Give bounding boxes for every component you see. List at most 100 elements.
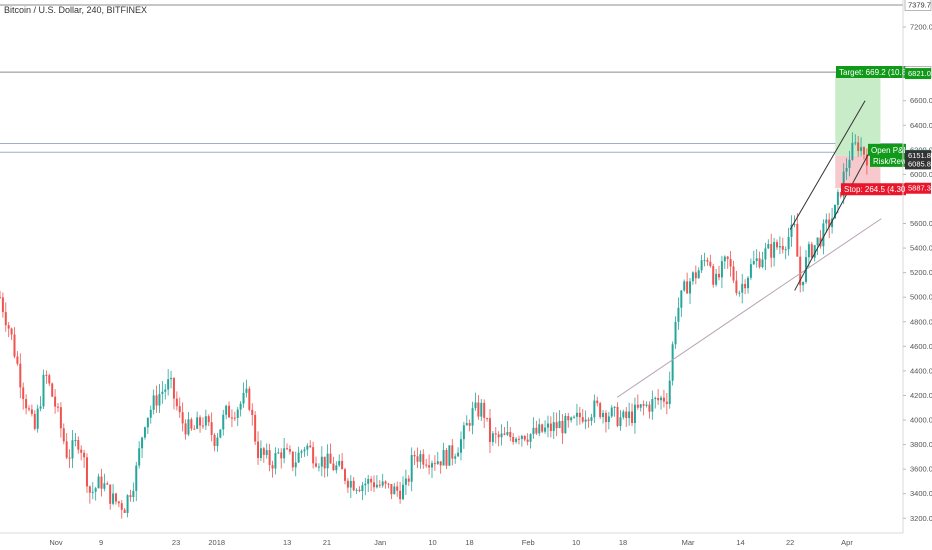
candle-body	[367, 478, 370, 484]
candle-body	[512, 436, 515, 442]
price-tag: 7379.7	[904, 0, 932, 11]
x-tick-label: 10	[572, 538, 580, 547]
candle-body	[648, 404, 651, 412]
candle-body	[7, 325, 10, 329]
candle-body	[401, 484, 404, 500]
candle-body	[755, 258, 758, 262]
candle-body	[193, 428, 196, 430]
candle-body	[796, 223, 799, 257]
candle-body	[520, 435, 523, 439]
candle-body	[393, 486, 396, 495]
x-tick-label: 9	[99, 538, 103, 547]
candle-body	[355, 489, 358, 491]
candle-body	[251, 409, 254, 415]
candle-body	[764, 248, 767, 260]
x-tick-label: Jan	[374, 538, 386, 547]
candle-body	[16, 356, 19, 364]
candle-body	[341, 460, 344, 470]
candle-body	[228, 405, 231, 418]
candle-body	[538, 424, 541, 434]
candle-body	[30, 409, 33, 414]
candle-body	[575, 412, 578, 417]
candle-body	[654, 398, 657, 400]
candle-body	[146, 417, 149, 428]
candle-body	[236, 409, 239, 418]
y-tick-label: 4000.0	[910, 416, 932, 425]
candle-body	[27, 408, 30, 410]
candle-body	[68, 457, 71, 459]
chart-title: Bitcoin / U.S. Dollar, 240, BITFINEX	[4, 5, 148, 15]
candle-body	[0, 297, 1, 299]
candle-body	[625, 411, 628, 419]
candle-body	[813, 245, 816, 258]
candle-body	[854, 142, 857, 144]
candle-body	[268, 450, 271, 466]
candle-body	[71, 440, 74, 459]
candle-body	[694, 272, 697, 279]
x-tick-label: 21	[323, 538, 331, 547]
x-tick-label: 18	[619, 538, 627, 547]
candle-body	[732, 266, 735, 281]
open-pnl-label: Open P&L	[868, 143, 908, 156]
y-tick-label: 3400.0	[910, 489, 932, 498]
candle-body	[839, 191, 842, 197]
y-tick-label: 3200.0	[910, 514, 932, 523]
candle-body	[323, 456, 326, 469]
candle-body	[486, 417, 489, 419]
candle-body	[604, 412, 607, 423]
y-tick-label: 5600.0	[910, 219, 932, 228]
candle-body	[578, 412, 581, 418]
candle-body	[33, 413, 36, 429]
candle-body	[532, 427, 535, 435]
candle-body	[430, 463, 433, 468]
candle-body	[329, 453, 332, 464]
candle-body	[181, 412, 184, 424]
position-zones	[835, 73, 881, 189]
y-tick-label: 4200.0	[910, 391, 932, 400]
candle-body	[573, 416, 576, 418]
candle-body	[628, 411, 631, 419]
candle-body	[503, 433, 506, 435]
y-tick-label: 3800.0	[910, 440, 932, 449]
candle-body	[793, 223, 796, 225]
candle-body	[700, 260, 703, 271]
candle-body	[59, 407, 62, 429]
candle-body	[80, 449, 83, 453]
candle-body	[294, 462, 297, 468]
candle-body	[515, 438, 518, 442]
candle-body	[120, 503, 123, 510]
candle-body	[1, 297, 4, 313]
candle-body	[54, 396, 57, 407]
y-tick-label: 7200.0	[910, 23, 932, 32]
candle-body	[172, 377, 175, 399]
candle-body	[317, 466, 320, 468]
price-tag-label: 7379.7	[908, 0, 931, 9]
price-tag-label: 6085.8	[908, 159, 931, 168]
candle-body	[114, 493, 117, 502]
candle-body	[152, 395, 155, 410]
candle-body	[204, 416, 207, 426]
candle-body	[822, 223, 825, 247]
y-tick-label: 5400.0	[910, 244, 932, 253]
candle-body	[129, 495, 132, 498]
x-tick-label: Nov	[49, 538, 63, 547]
candle-body	[689, 281, 692, 294]
candle-body	[860, 147, 863, 152]
candle-body	[671, 344, 674, 381]
y-tick-label: 3600.0	[910, 465, 932, 474]
candle-body	[378, 484, 381, 486]
position-labels: Target: 669.2 (10.88 Stop: 264.5 (4.30% Op…	[836, 66, 913, 196]
candle-body	[306, 445, 309, 450]
price-tag-bg	[905, 68, 931, 80]
candle-body	[77, 439, 80, 450]
y-tick-label: 6400.0	[910, 121, 932, 130]
candle-body	[570, 417, 573, 421]
candle-body	[65, 441, 68, 458]
stop-label-bg	[841, 183, 906, 196]
candle-body	[22, 387, 25, 400]
candle-body	[106, 483, 109, 485]
candle-body	[88, 486, 91, 493]
candle-body	[709, 261, 712, 267]
candle-body	[494, 433, 497, 435]
